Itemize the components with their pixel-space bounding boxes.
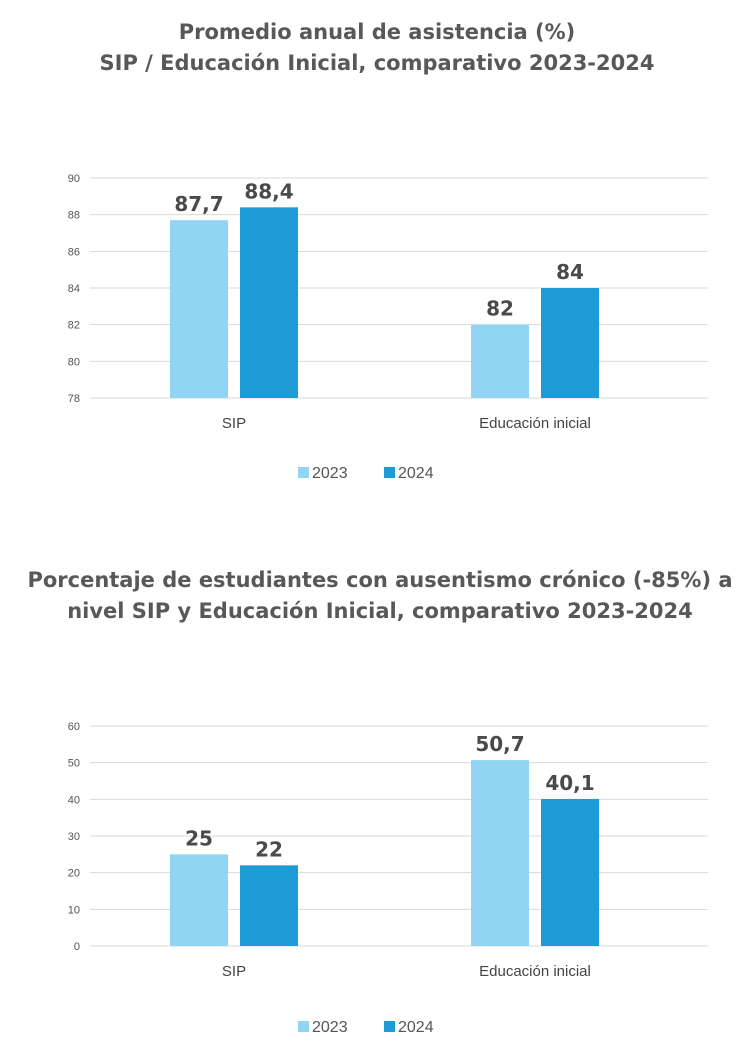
- legend-swatch-2024: [384, 467, 395, 478]
- y-tick-label: 84: [68, 283, 80, 295]
- bar-2023: [471, 760, 529, 946]
- bar-2024: [541, 288, 599, 398]
- bar-2024: [240, 865, 298, 946]
- chart-2-plot: 0 10 20 30 40 50 60 25 22 SIP 50,7 40,1 Educación in…: [68, 721, 708, 1036]
- y-tick-label: 20: [68, 868, 80, 880]
- chart-1-title: Promedio anual de asistencia (%) SIP / E…: [0, 17, 754, 79]
- chart-2-title-line-1: Porcentaje de estudiantes con ausentismo…: [27, 568, 733, 592]
- y-tick-label: 88: [68, 210, 80, 222]
- bar-2024: [541, 798, 599, 946]
- data-label: 82: [486, 297, 514, 321]
- y-tick-label: 80: [68, 356, 80, 368]
- y-tick-label: 86: [68, 246, 80, 258]
- chart-1-plot: 78 80 82 84 86 88 90 87,7 88,4 SIP 82 84 Educación i…: [68, 173, 708, 482]
- legend-swatch-2023: [298, 467, 309, 478]
- legend-label: 2024: [398, 465, 434, 482]
- y-tick-label: 10: [68, 904, 80, 916]
- category-label: Educación inicial: [479, 415, 591, 432]
- y-tick-label: 0: [74, 941, 80, 953]
- data-label: 22: [255, 837, 283, 861]
- bar-2023: [471, 324, 529, 398]
- legend-label: 2023: [312, 465, 348, 482]
- data-label: 25: [185, 826, 213, 850]
- chart-1-title-line-1: Promedio anual de asistencia (%): [178, 20, 576, 44]
- legend-label: 2023: [312, 1019, 348, 1036]
- data-label: 87,7: [174, 192, 223, 216]
- legend-swatch-2024: [384, 1021, 395, 1032]
- category-label: Educación inicial: [479, 963, 591, 980]
- legend-swatch-2023: [298, 1021, 309, 1032]
- chart-2-title: Porcentaje de estudiantes con ausentismo…: [0, 565, 754, 627]
- category-label: SIP: [222, 415, 246, 432]
- data-label: 50,7: [475, 732, 524, 756]
- y-tick-label: 30: [68, 831, 80, 843]
- category-label: SIP: [222, 963, 246, 980]
- legend-label: 2024: [398, 1019, 434, 1036]
- y-tick-label: 50: [68, 758, 80, 770]
- chart-2-title-line-2: nivel SIP y Educación Inicial, comparati…: [67, 599, 693, 623]
- chart-1-title-line-2: SIP / Educación Inicial, comparativo 202…: [99, 51, 655, 75]
- bar-2023: [170, 854, 228, 946]
- data-label: 88,4: [244, 179, 293, 203]
- y-tick-label: 82: [68, 320, 80, 332]
- y-tick-label: 90: [68, 173, 80, 185]
- data-label: 84: [556, 260, 584, 284]
- bar-2024: [240, 207, 298, 398]
- y-tick-label: 60: [68, 721, 80, 733]
- data-label: 40,1: [545, 771, 594, 795]
- y-tick-label: 40: [68, 794, 80, 806]
- y-tick-label: 78: [68, 393, 80, 405]
- bar-2023: [170, 220, 228, 398]
